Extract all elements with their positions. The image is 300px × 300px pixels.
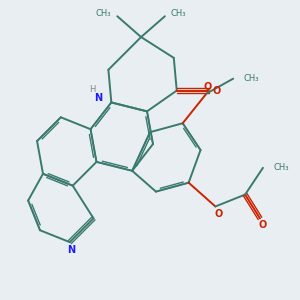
Text: O: O (214, 209, 223, 219)
Text: CH₃: CH₃ (273, 163, 289, 172)
Text: CH₃: CH₃ (171, 9, 186, 18)
Text: N: N (94, 93, 102, 103)
Text: N: N (67, 244, 75, 255)
Text: H: H (89, 85, 95, 94)
Text: CH₃: CH₃ (244, 74, 259, 83)
Text: O: O (213, 85, 221, 96)
Text: CH₃: CH₃ (96, 9, 111, 18)
Text: O: O (259, 220, 267, 230)
Text: O: O (204, 82, 212, 92)
